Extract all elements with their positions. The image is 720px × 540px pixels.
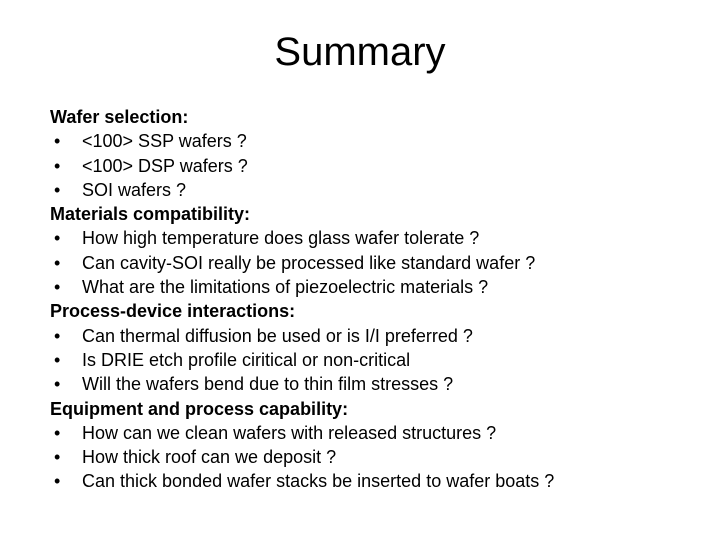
bullet-text: <100> DSP wafers ? [82, 154, 670, 178]
bullet-item: • Can thermal diffusion be used or is I/… [50, 324, 670, 348]
bullet-icon: • [50, 372, 82, 396]
section-heading: Process-device interactions: [50, 299, 670, 323]
bullet-icon: • [50, 226, 82, 250]
bullet-icon: • [50, 129, 82, 153]
bullet-text: Will the wafers bend due to thin film st… [82, 372, 670, 396]
bullet-item: • Can cavity-SOI really be processed lik… [50, 251, 670, 275]
bullet-text: SOI wafers ? [82, 178, 670, 202]
bullet-icon: • [50, 469, 82, 493]
bullet-icon: • [50, 421, 82, 445]
section-heading: Wafer selection: [50, 105, 670, 129]
bullet-text: <100> SSP wafers ? [82, 129, 670, 153]
bullet-item: • How thick roof can we deposit ? [50, 445, 670, 469]
bullet-text: How can we clean wafers with released st… [82, 421, 670, 445]
slide-title: Summary [50, 30, 670, 75]
bullet-text: How high temperature does glass wafer to… [82, 226, 670, 250]
section-heading: Materials compatibility: [50, 202, 670, 226]
bullet-text: What are the limitations of piezoelectri… [82, 275, 670, 299]
bullet-text: How thick roof can we deposit ? [82, 445, 670, 469]
bullet-item: • Is DRIE etch profile ciritical or non-… [50, 348, 670, 372]
bullet-text: Can thick bonded wafer stacks be inserte… [82, 469, 670, 493]
bullet-icon: • [50, 154, 82, 178]
bullet-icon: • [50, 275, 82, 299]
bullet-icon: • [50, 178, 82, 202]
bullet-item: • How high temperature does glass wafer … [50, 226, 670, 250]
section-heading: Equipment and process capability: [50, 397, 670, 421]
slide-content: Wafer selection: • <100> SSP wafers ? • … [50, 105, 670, 494]
bullet-item: • Will the wafers bend due to thin film … [50, 372, 670, 396]
bullet-icon: • [50, 251, 82, 275]
bullet-item: • SOI wafers ? [50, 178, 670, 202]
bullet-text: Can cavity-SOI really be processed like … [82, 251, 670, 275]
bullet-item: • <100> DSP wafers ? [50, 154, 670, 178]
bullet-item: • Can thick bonded wafer stacks be inser… [50, 469, 670, 493]
bullet-icon: • [50, 445, 82, 469]
slide: Summary Wafer selection: • <100> SSP waf… [0, 0, 720, 540]
bullet-item: • How can we clean wafers with released … [50, 421, 670, 445]
bullet-text: Can thermal diffusion be used or is I/I … [82, 324, 670, 348]
bullet-item: • What are the limitations of piezoelect… [50, 275, 670, 299]
bullet-icon: • [50, 348, 82, 372]
bullet-icon: • [50, 324, 82, 348]
bullet-text: Is DRIE etch profile ciritical or non-cr… [82, 348, 670, 372]
bullet-item: • <100> SSP wafers ? [50, 129, 670, 153]
